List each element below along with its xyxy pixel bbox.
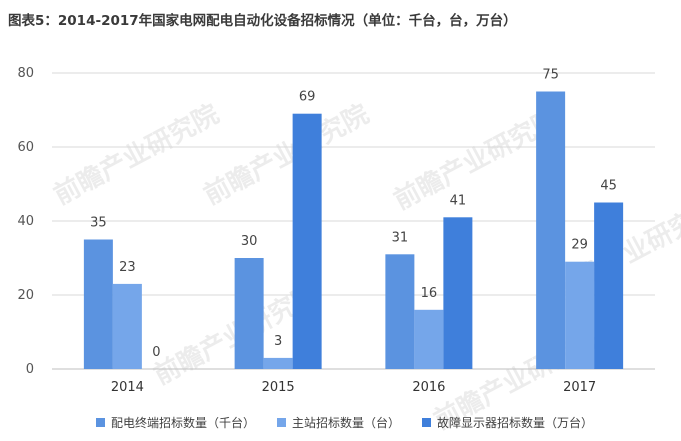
y-axis-ticks: 0 20 40 60 80 [17,66,34,377]
bar [536,91,566,369]
x-axis-ticks: 2014 2015 2016 2017 [111,380,596,395]
x-tick-label: 2015 [262,380,295,395]
bars [83,91,624,369]
data-label: 45 [600,179,617,194]
data-label: 69 [299,90,316,105]
chart-title: 图表5：2014-2017年国家电网配电自动化设备招标情况（单位：千台，台，万台… [8,13,517,29]
watermark-text: 前瞻产业研究院 [49,98,224,211]
legend-item: 主站招标数量（台） [277,414,400,431]
x-tick-label: 2014 [111,380,144,395]
legend-item: 故障显示器招标数量（万台） [422,414,593,431]
y-tick-label: 80 [17,66,34,81]
bar [443,217,473,369]
bar [594,202,624,369]
data-label: 75 [542,68,559,83]
data-label: 31 [392,230,409,245]
watermark-text: 前瞻产业研究院 [199,98,374,211]
data-label: 30 [241,234,258,249]
bar [83,239,113,369]
y-tick-label: 40 [17,214,34,229]
legend-label: 配电终端招标数量（千台） [111,416,256,430]
x-tick-label: 2016 [412,380,445,395]
data-label: 0 [152,345,160,360]
legend-label: 故障显示器招标数量（万台） [437,416,594,430]
legend-swatch [422,418,432,427]
y-tick-label: 0 [26,362,34,377]
bar [565,261,595,369]
data-label: 35 [90,216,107,231]
data-labels: 35 23 0 30 3 69 31 16 41 75 29 45 [90,68,617,361]
bar [234,258,264,369]
legend-item: 配电终端招标数量（千台） [96,414,255,431]
legend-swatch [277,418,287,427]
x-tick-label: 2017 [563,380,596,395]
legend-swatch [96,418,105,427]
data-label: 29 [571,238,588,253]
legend-label: 主站招标数量（台） [292,416,401,430]
legend: 配电终端招标数量（千台） 主站招标数量（台） 故障显示器招标数量（万台） [96,414,593,431]
data-label: 23 [119,260,136,275]
bar [112,283,142,369]
y-tick-label: 60 [17,140,34,155]
bar [385,254,415,369]
data-label: 41 [450,193,467,208]
bar [263,357,293,369]
bar [414,309,444,369]
data-label: 3 [274,334,282,349]
data-label: 16 [421,286,438,301]
bar [292,113,322,369]
y-tick-label: 20 [17,288,34,303]
